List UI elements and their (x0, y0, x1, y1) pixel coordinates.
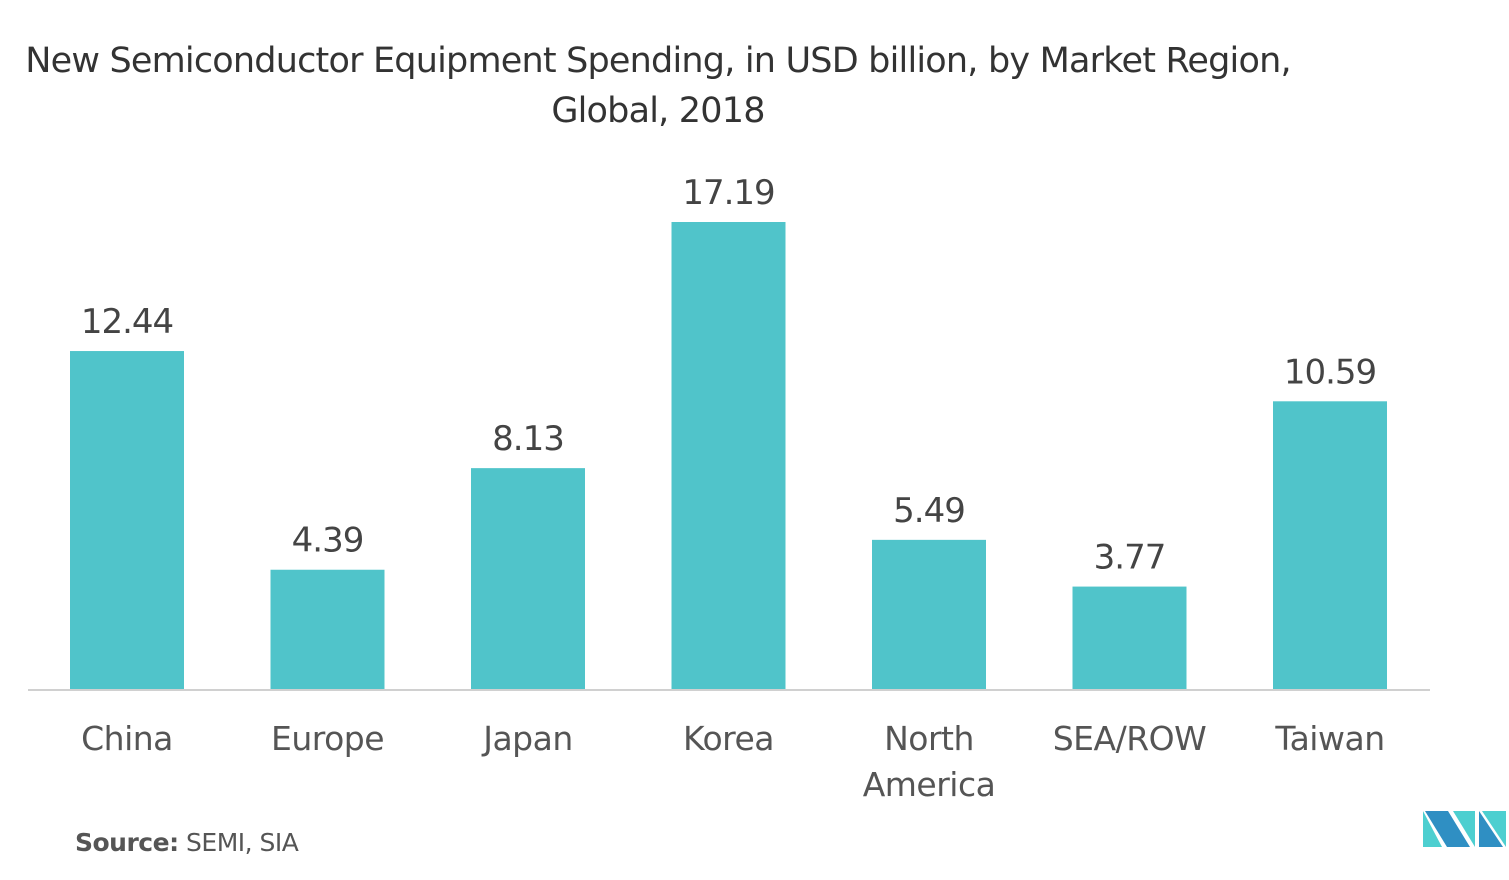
bar-4 (872, 539, 986, 689)
x-tick-label-0: China (81, 719, 173, 758)
source-label: Source: (75, 828, 179, 857)
x-tick-label-1: Europe (271, 719, 384, 758)
bar-6 (1273, 401, 1387, 689)
logo-shape-5 (1482, 811, 1506, 847)
chart-title: New Semiconductor Equipment Spending, in… (25, 41, 1291, 131)
x-tick-label-2: Japan (481, 719, 573, 758)
logo-shape-1 (1423, 811, 1442, 847)
bar-2 (471, 468, 585, 689)
data-label-0: 12.44 (81, 302, 173, 342)
data-label-2: 8.13 (492, 419, 564, 459)
x-tick-label-3: Korea (683, 719, 774, 758)
bar-3 (671, 222, 786, 689)
x-tick-label-4-0: North (884, 719, 974, 758)
data-label-3: 17.19 (682, 173, 774, 213)
data-label-1: 4.39 (292, 521, 364, 561)
logo-shape-2 (1425, 811, 1470, 847)
source-note: Source: SEMI, SIA (75, 828, 299, 857)
data-label-4: 5.49 (893, 491, 965, 531)
bar-1 (270, 569, 385, 689)
logo-shape-4 (1479, 811, 1503, 847)
logo-shape-3 (1453, 811, 1475, 847)
bar-5 (1072, 586, 1187, 689)
data-label-5: 3.77 (1094, 538, 1166, 578)
x-tick-label-4-1: America (863, 765, 996, 804)
x-tick-label-6: Taiwan (1274, 719, 1384, 758)
data-label-6: 10.59 (1284, 352, 1376, 392)
logo (1423, 811, 1506, 847)
source-text: SEMI, SIA (186, 828, 299, 857)
x-tick-label-5: SEA/ROW (1053, 719, 1207, 758)
bar-0 (70, 351, 184, 689)
